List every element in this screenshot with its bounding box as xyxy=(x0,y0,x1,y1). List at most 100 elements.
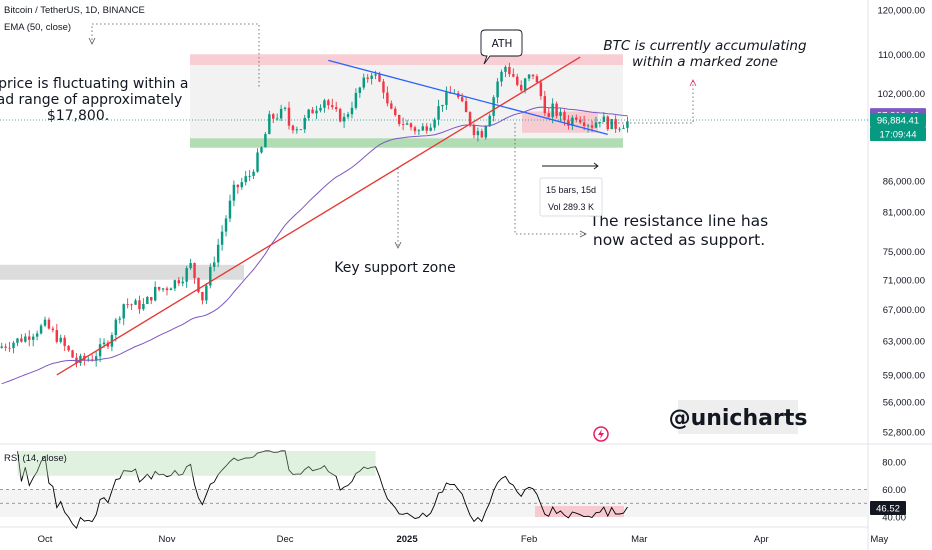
y-tick-label: 81,000.00 xyxy=(883,208,925,219)
annotation-accumulation-line: BTC is currently accumulating xyxy=(603,38,807,54)
rsi-pane xyxy=(0,450,868,530)
candle-body xyxy=(157,286,161,290)
annotation-resistance-support: The resistance line has now acted as supp… xyxy=(589,212,768,249)
candle-body xyxy=(417,130,421,132)
x-tick-label: Nov xyxy=(159,534,176,545)
arrow-resistance xyxy=(579,230,587,238)
candle-body xyxy=(0,346,3,348)
lines-layer xyxy=(1,56,628,385)
candle-body xyxy=(51,328,55,331)
candle-body xyxy=(47,319,51,329)
annotation-range: The price is fluctuating within abroad r… xyxy=(0,76,188,124)
annotation-resistance-support-line: The resistance line has xyxy=(589,212,768,230)
candle-body xyxy=(275,118,279,120)
candle-body xyxy=(98,344,102,357)
candle-body xyxy=(512,74,515,77)
candle-body xyxy=(24,336,27,342)
candle-body xyxy=(618,128,621,130)
arrow-key-support xyxy=(394,241,402,249)
y-tick-label: 59,000.00 xyxy=(883,370,925,381)
candle-body xyxy=(488,115,491,127)
candle-body xyxy=(283,107,287,109)
candle-body xyxy=(134,300,137,305)
measure-box xyxy=(539,177,603,217)
annotations-layer: The price is fluctuating within abroad r… xyxy=(0,23,807,276)
candle-body xyxy=(602,116,606,122)
candle-body xyxy=(102,342,106,345)
candle-body xyxy=(12,342,15,349)
candle-body xyxy=(354,92,358,108)
candle-body xyxy=(429,127,432,131)
candle-body xyxy=(268,114,271,135)
candle-body xyxy=(598,121,602,123)
candle-body xyxy=(169,288,173,291)
candle-body xyxy=(240,182,243,188)
candle-body xyxy=(16,338,19,343)
annotation-ath: ATH xyxy=(492,38,513,50)
y-tick-label: 120,000.00 xyxy=(877,6,925,17)
candle-body xyxy=(610,119,613,130)
zone-resistance xyxy=(190,54,623,66)
y-tick-label: 86,000.00 xyxy=(883,177,925,188)
x-tick-label: Apr xyxy=(754,534,769,545)
candle-body xyxy=(437,106,440,120)
candle-body xyxy=(177,280,181,284)
candle-body xyxy=(94,356,98,361)
candle-body xyxy=(130,304,133,306)
candle-body xyxy=(327,100,330,106)
y-tick-label: 102,000.00 xyxy=(877,89,925,100)
candle-body xyxy=(531,74,535,77)
candle-body xyxy=(28,336,31,340)
candle-body xyxy=(193,263,196,278)
candle-body xyxy=(433,119,436,128)
price-label-bg xyxy=(870,126,926,141)
candle-body xyxy=(291,125,295,131)
rsi-tick-label: 60.00 xyxy=(882,485,906,496)
candle-body xyxy=(323,100,326,108)
y-tick-label: 67,000.00 xyxy=(883,305,925,316)
candle-body xyxy=(500,71,503,82)
candle-body xyxy=(118,318,121,320)
candle-body xyxy=(55,330,59,342)
y-tick-label: 63,000.00 xyxy=(883,337,925,348)
annotation-ath-line: ATH xyxy=(492,38,513,50)
x-tick-label: Feb xyxy=(521,534,537,545)
candle-body xyxy=(146,297,149,304)
candle-body xyxy=(335,107,338,110)
price-label: 17:09:44 xyxy=(880,129,917,140)
candle-body xyxy=(523,78,527,91)
lightning-icon[interactable] xyxy=(593,426,609,442)
annotation-accumulation: BTC is currently accumulating within a ma… xyxy=(603,38,807,70)
candle-body xyxy=(606,116,609,130)
lightning-bolt-icon xyxy=(598,429,604,439)
candle-body xyxy=(8,347,11,349)
candle-body xyxy=(378,74,381,82)
price-label-bg xyxy=(870,112,926,127)
annotation-range-line: The price is fluctuating within a xyxy=(0,76,188,92)
candle-body xyxy=(299,129,303,131)
candle-body xyxy=(39,325,43,334)
watermark-bg xyxy=(678,400,798,434)
candle-body xyxy=(35,333,39,337)
candle-body xyxy=(535,76,539,83)
zones-layer xyxy=(0,54,623,280)
candle-body xyxy=(185,268,188,282)
ema-legend: EMA (50, close) xyxy=(4,22,71,33)
candle-body xyxy=(571,117,574,126)
measure-bars: 15 bars, 15d xyxy=(546,185,596,195)
candle-body xyxy=(63,337,66,346)
y-tick-label: 75,000.00 xyxy=(883,247,925,258)
candle-body xyxy=(582,122,586,127)
candle-body xyxy=(307,109,310,119)
candle-body xyxy=(20,338,23,342)
candle-body xyxy=(126,304,129,305)
candle-body xyxy=(114,319,118,335)
candle-body xyxy=(350,107,354,115)
x-tick-label: Oct xyxy=(38,534,53,545)
arrow-accumulation xyxy=(689,79,697,87)
candle-body xyxy=(366,77,369,79)
candle-body xyxy=(445,92,448,105)
candle-body xyxy=(362,77,365,88)
candle-body xyxy=(626,121,629,128)
candle-body xyxy=(342,116,346,122)
